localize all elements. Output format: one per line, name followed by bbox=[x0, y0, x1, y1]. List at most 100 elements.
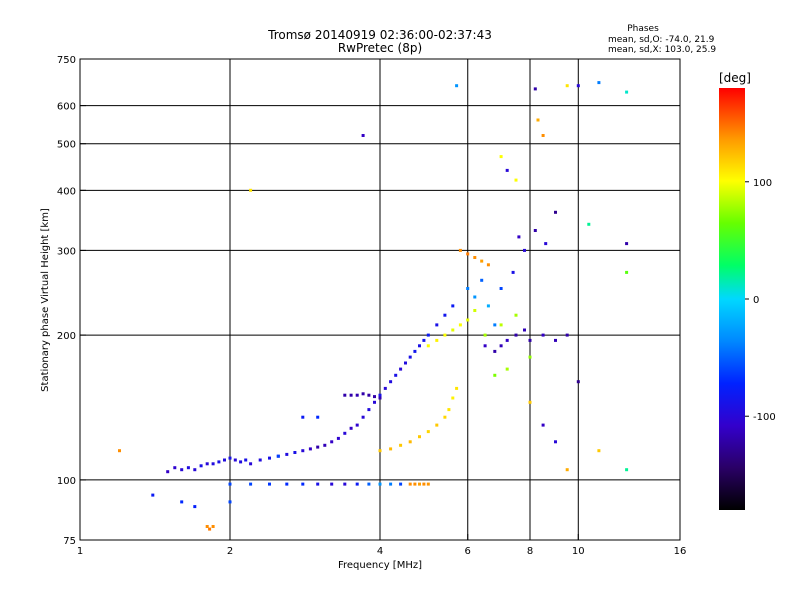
y-axis-ticks: 75 100 200 300 400 500 600 750 bbox=[57, 55, 86, 547]
scatter-point bbox=[554, 440, 557, 444]
scatter-point bbox=[511, 270, 515, 274]
scatter-point bbox=[301, 449, 305, 453]
scatter-point bbox=[544, 242, 548, 246]
y-tick-label: 500 bbox=[57, 140, 76, 151]
scatter-point bbox=[367, 408, 371, 412]
scatter-point bbox=[316, 482, 320, 486]
scatter-point bbox=[239, 460, 243, 464]
scatter-point bbox=[587, 222, 591, 226]
x-axis-label: Frequency [MHz] bbox=[338, 560, 422, 571]
scatter-point bbox=[499, 323, 503, 327]
scatter-point bbox=[597, 81, 601, 85]
scatter-point bbox=[451, 304, 455, 308]
scatter-point bbox=[301, 415, 305, 419]
scatter-point bbox=[151, 493, 155, 497]
scatter-point bbox=[180, 500, 184, 504]
y-tick-label: 600 bbox=[57, 102, 76, 113]
scatter-point bbox=[523, 248, 526, 252]
scatter-point bbox=[486, 263, 490, 267]
scatter-point bbox=[378, 482, 382, 486]
scatter-point bbox=[597, 449, 601, 453]
scatter-point bbox=[330, 482, 334, 486]
scatter-point bbox=[486, 304, 490, 308]
scatter-point bbox=[528, 338, 532, 342]
scatter-point bbox=[480, 259, 484, 263]
scatter-point bbox=[244, 458, 248, 462]
scatter-point bbox=[373, 395, 376, 399]
scatter-point bbox=[268, 482, 271, 486]
scatter-point bbox=[493, 323, 497, 327]
scatter-point bbox=[625, 242, 629, 246]
scatter-point bbox=[361, 415, 365, 419]
scatter-point bbox=[355, 423, 359, 427]
scatter-point bbox=[458, 323, 462, 327]
scatter-point bbox=[199, 464, 203, 468]
scatter-point bbox=[473, 309, 477, 312]
scatter-point bbox=[466, 287, 470, 290]
scatter-point bbox=[554, 338, 557, 342]
scatter-point bbox=[499, 155, 503, 159]
scatter-point bbox=[435, 423, 439, 427]
scatter-point bbox=[533, 229, 537, 232]
scatter-point bbox=[483, 344, 487, 348]
scatter-point bbox=[173, 466, 177, 470]
scatter-point bbox=[418, 344, 421, 348]
scatter-point bbox=[193, 505, 197, 509]
scatter-point bbox=[330, 440, 334, 444]
x-tick-label: 8 bbox=[527, 546, 533, 557]
stats-line-x: mean, sd,X: 103.0, 25.9 bbox=[608, 45, 716, 55]
scatter-point bbox=[625, 270, 629, 274]
scatter-point bbox=[389, 380, 393, 384]
scatter-point bbox=[399, 443, 403, 447]
scatter-point bbox=[389, 447, 393, 451]
scatter-point bbox=[541, 423, 545, 427]
scatter-point bbox=[443, 415, 447, 419]
y-tick-label: 750 bbox=[57, 55, 76, 66]
scatter-point bbox=[285, 452, 289, 456]
scatter-point bbox=[205, 525, 209, 528]
scatter-point bbox=[408, 355, 412, 359]
scatter-point bbox=[536, 118, 540, 122]
scatter-point bbox=[505, 168, 509, 172]
scatter-point bbox=[166, 470, 170, 474]
scatter-point bbox=[367, 482, 371, 486]
scatter-point bbox=[426, 344, 430, 348]
scatter-point bbox=[249, 188, 253, 192]
scatter-point bbox=[258, 458, 262, 462]
scatter-point bbox=[541, 134, 545, 137]
x-tick-label: 1 bbox=[77, 546, 83, 557]
scatter-point bbox=[466, 252, 470, 256]
colorbar-tick-label: 100 bbox=[753, 178, 772, 189]
scatter-point bbox=[554, 210, 557, 214]
scatter-point bbox=[435, 323, 439, 327]
scatter-point bbox=[355, 482, 359, 486]
scatter-point bbox=[523, 328, 526, 332]
scatter-point bbox=[383, 386, 387, 390]
scatter-point bbox=[349, 426, 353, 430]
scatter-point bbox=[336, 436, 340, 440]
colorbar-tick-label: -100 bbox=[753, 412, 776, 423]
scatter-point bbox=[343, 393, 347, 397]
scatter-point bbox=[499, 287, 503, 290]
x-tick-label: 6 bbox=[465, 546, 471, 557]
scatter-point bbox=[625, 90, 629, 94]
stats-title: Phases bbox=[627, 24, 659, 34]
scatter-point bbox=[355, 393, 359, 397]
scatter-point bbox=[455, 84, 459, 88]
y-tick-label: 400 bbox=[57, 186, 76, 197]
scatter-point bbox=[316, 415, 320, 419]
scatter-point bbox=[389, 482, 393, 486]
scatter-point bbox=[118, 449, 121, 453]
scatter-point bbox=[394, 373, 398, 377]
scatter-point bbox=[217, 460, 221, 464]
scatter-point bbox=[505, 367, 509, 371]
scatter-point bbox=[565, 84, 569, 88]
scatter-point bbox=[308, 447, 312, 451]
plot-area bbox=[79, 58, 681, 541]
scatter-point bbox=[301, 482, 305, 486]
scatter-point bbox=[361, 392, 365, 396]
scatter-point bbox=[276, 454, 280, 458]
scatter-point bbox=[343, 431, 347, 435]
y-axis-label: Stationary phase Virtual Height [km] bbox=[40, 208, 51, 392]
scatter-point bbox=[499, 344, 503, 348]
